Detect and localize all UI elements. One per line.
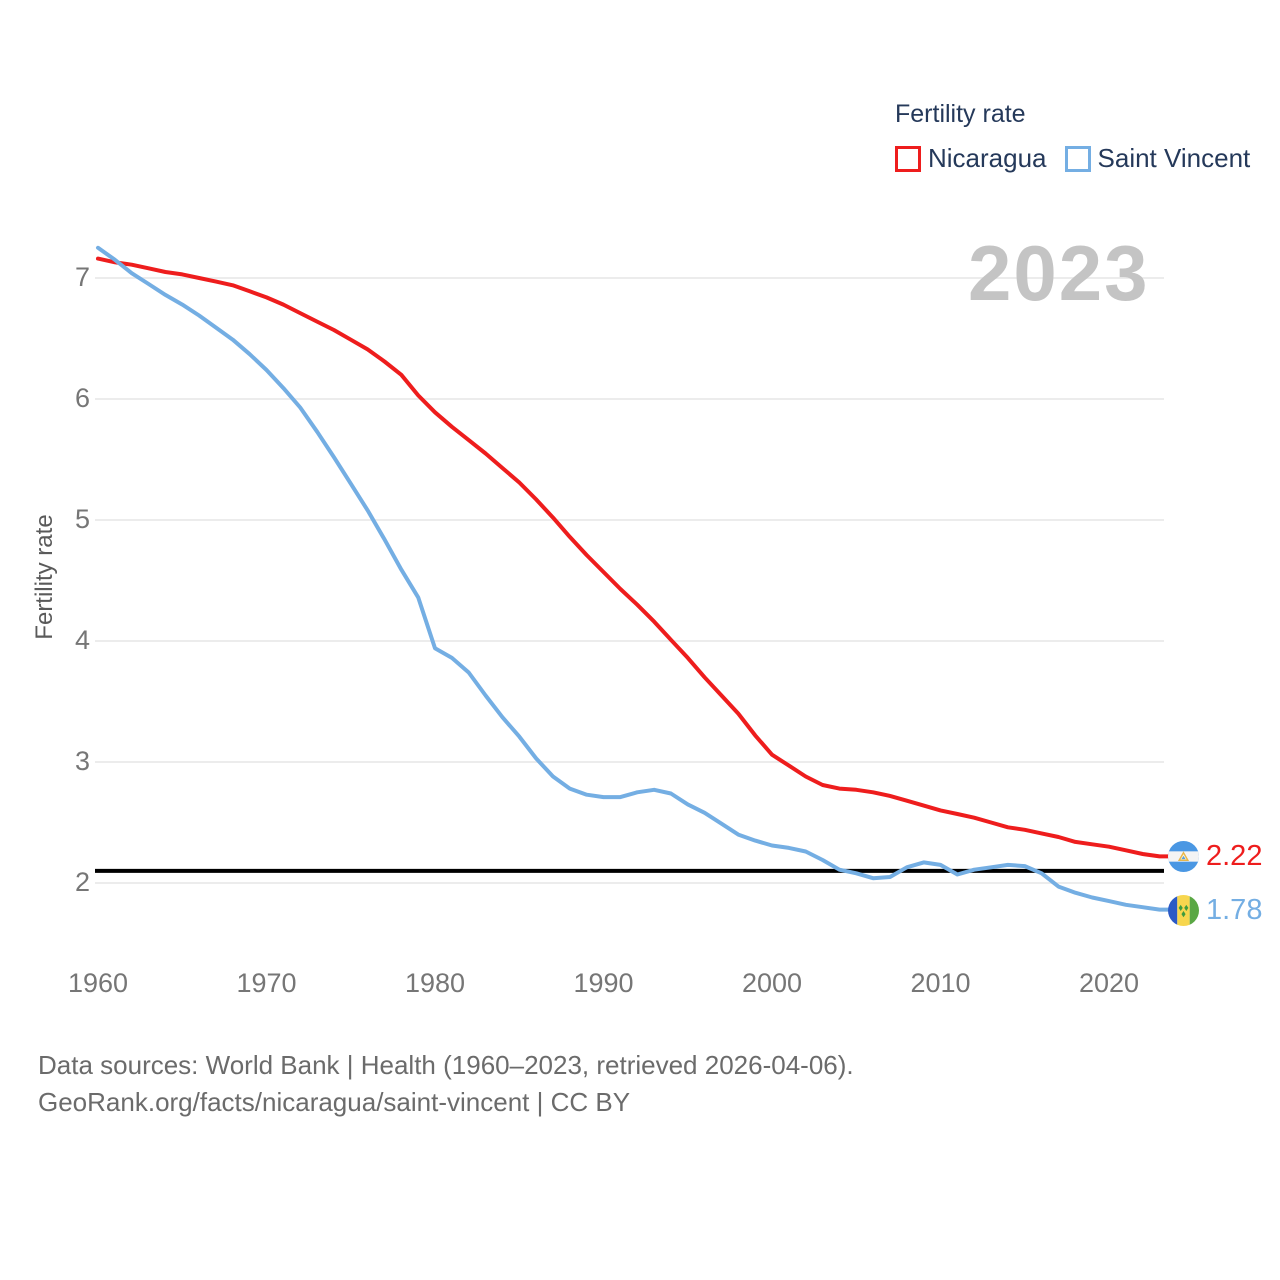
- y-tick-label: 7: [74, 262, 90, 292]
- x-tick-label: 2010: [910, 968, 971, 998]
- y-tick-label: 6: [74, 383, 90, 413]
- x-tick-label: 2000: [741, 968, 803, 998]
- nicaragua-line: [96, 256, 1174, 859]
- legend-item-saint-vincent[interactable]: Saint Vincent: [1064, 143, 1251, 174]
- legend-label-nicaragua: Nicaragua: [928, 143, 1047, 173]
- legend-label-saint-vincent: Saint Vincent: [1097, 143, 1251, 173]
- nicaragua-swatch-icon: [895, 145, 921, 172]
- saint-vincent-line: [96, 245, 1174, 912]
- y-tick-label: 2: [74, 867, 90, 897]
- year-watermark: 2023: [968, 229, 1150, 317]
- legend-title: Fertility rate: [895, 100, 1026, 128]
- y-tick-label: 3: [74, 746, 90, 776]
- data-sources-line2[interactable]: GeoRank.org/facts/nicaragua/saint-vincen…: [38, 1087, 631, 1117]
- end-label-saint-vincent: 1.78: [1168, 894, 1262, 927]
- saint-vincent-end-value: 1.78: [1206, 893, 1263, 926]
- legend-items: Nicaragua Saint Vincent: [895, 143, 1268, 174]
- legend-item-nicaragua[interactable]: Nicaragua: [895, 143, 1047, 174]
- x-tick-label: 1980: [404, 968, 466, 998]
- y-tick-label: 5: [74, 504, 90, 534]
- y-tick-label: 4: [74, 625, 90, 655]
- legend: Fertility rate Nicaragua Saint Vincent: [895, 100, 1268, 174]
- end-label-nicaragua: 2.22: [1168, 840, 1262, 873]
- x-tick-label: 2020: [1079, 968, 1140, 998]
- nicaragua-flag-icon: [1168, 841, 1199, 873]
- data-sources-line1: Data sources: World Bank | Health (1960–…: [38, 1050, 854, 1080]
- x-tick-label: 1970: [236, 968, 297, 998]
- x-tick-label: 1960: [67, 968, 129, 998]
- data-sources: Data sources: World Bank | Health (1960–…: [38, 1047, 854, 1121]
- nicaragua-end-value: 2.22: [1206, 840, 1263, 873]
- saint-vincent-flag-icon: [1168, 894, 1199, 926]
- x-tick-label: 1990: [573, 968, 634, 998]
- saint-vincent-swatch-icon: [1064, 145, 1091, 172]
